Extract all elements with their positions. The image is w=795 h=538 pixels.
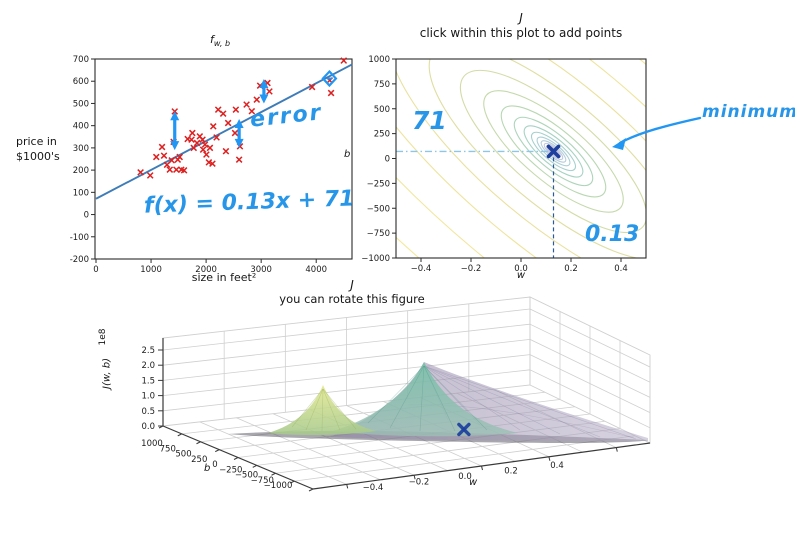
surface-minimum-marker xyxy=(457,422,471,437)
tick-label: 0.5 xyxy=(141,407,155,417)
tick-label: 0.2 xyxy=(504,467,518,477)
handwritten-w-value: 0.13 xyxy=(585,222,640,247)
tick-label: 2000 xyxy=(195,265,217,275)
surface-title: J xyxy=(350,278,354,292)
error-arrows xyxy=(170,69,338,151)
surface-z-offset-label: 1e8 xyxy=(98,328,108,346)
tick-label: 0.4 xyxy=(550,461,564,471)
tick-label: 0 xyxy=(385,155,390,165)
minimum-marker xyxy=(546,144,561,159)
tick-label: −0.4 xyxy=(411,264,432,274)
tick-label: 4000 xyxy=(305,265,327,275)
tick-label: 0 xyxy=(84,211,89,221)
contour-title: J xyxy=(519,11,523,25)
contour-plot: 1000 750 500 250 0 −250 −500 −750 −1000 −0.4 −0.2 0… xyxy=(361,55,702,274)
contour-rings xyxy=(396,59,646,258)
scatter-title-f: f xyxy=(209,33,214,46)
tick-label: 0.4 xyxy=(614,264,628,274)
contour-ylabel: b xyxy=(344,149,351,160)
tick-label: 0 xyxy=(212,460,217,470)
tick-label: −1000 xyxy=(361,254,390,264)
tick-label: 3000 xyxy=(250,265,272,275)
tick-label: −250 xyxy=(367,179,390,189)
surface-w-axis-label: w xyxy=(469,477,478,488)
tick-label: 700 xyxy=(73,55,89,65)
tick-label: 300 xyxy=(73,144,89,154)
tick-label: 1000 xyxy=(368,55,390,65)
surface-rotate-area[interactable] xyxy=(140,330,660,505)
scatter-title: fw, b xyxy=(160,33,280,48)
tick-label: 2.5 xyxy=(141,346,155,356)
tick-label: 2.0 xyxy=(141,361,155,371)
surface-subtitle: you can rotate this figure xyxy=(279,292,425,306)
tick-label: 600 xyxy=(73,77,89,87)
minimum-arrow xyxy=(618,116,702,145)
contour-subtitle: click within this plot to add points xyxy=(419,26,623,40)
tick-label: −1000 xyxy=(264,481,293,491)
scatter-ylabel: price in $1000's xyxy=(16,134,90,164)
scatter-ylabel-line2: $1000's xyxy=(16,150,60,163)
tick-label: 0.0 xyxy=(514,264,528,274)
tick-label: −250 xyxy=(219,465,242,475)
tick-label: 1000 xyxy=(140,265,162,275)
handwritten-b-value: 71 xyxy=(412,106,447,135)
collapsed-error-arrow xyxy=(321,69,338,88)
tick-label: 250 xyxy=(374,130,390,140)
surface-b-axis-label: b xyxy=(204,463,211,474)
tick-label: −750 xyxy=(251,476,274,486)
tick-label: 1000 xyxy=(141,439,163,449)
tick-label: 500 xyxy=(374,105,390,115)
tick-label: −0.2 xyxy=(409,478,430,488)
cost-surface xyxy=(228,362,648,444)
scatter-title-sub: w, b xyxy=(213,39,231,49)
tick-label: 500 xyxy=(175,450,191,460)
tick-label: 100 xyxy=(73,188,89,198)
fit-line xyxy=(95,63,353,200)
tick-label: 750 xyxy=(160,444,176,454)
tick-label: 0.0 xyxy=(141,422,155,432)
tick-label: 400 xyxy=(73,122,89,132)
tick-label: −0.2 xyxy=(461,264,482,274)
handwritten-minimum-label: minimum xyxy=(702,102,795,122)
scatter-ylabel-line1: price in xyxy=(16,135,57,148)
tick-label: 0.0 xyxy=(458,472,472,482)
tick-label: 0 xyxy=(93,265,98,275)
tick-label: 200 xyxy=(73,166,89,176)
contour-xlabel: w xyxy=(516,270,526,281)
tick-label: 500 xyxy=(73,99,89,109)
scatter-xlabel: size in feet² xyxy=(191,271,257,284)
tick-label: 1.0 xyxy=(141,392,155,402)
tick-label: −0.4 xyxy=(363,483,384,493)
tick-label: 1.5 xyxy=(141,376,155,386)
tick-label: -200 xyxy=(70,255,89,265)
tick-label: 0.2 xyxy=(564,264,578,274)
tick-label: −750 xyxy=(367,229,390,239)
minimum-arrowhead xyxy=(612,138,626,150)
tick-label: -100 xyxy=(70,233,89,243)
tick-label: 250 xyxy=(191,455,207,465)
surface-yellow-peak xyxy=(268,385,376,436)
tick-label: 750 xyxy=(374,80,390,90)
surface-teal-peak xyxy=(333,362,518,437)
tick-label: −500 xyxy=(235,471,258,481)
tick-label: −500 xyxy=(367,204,390,214)
